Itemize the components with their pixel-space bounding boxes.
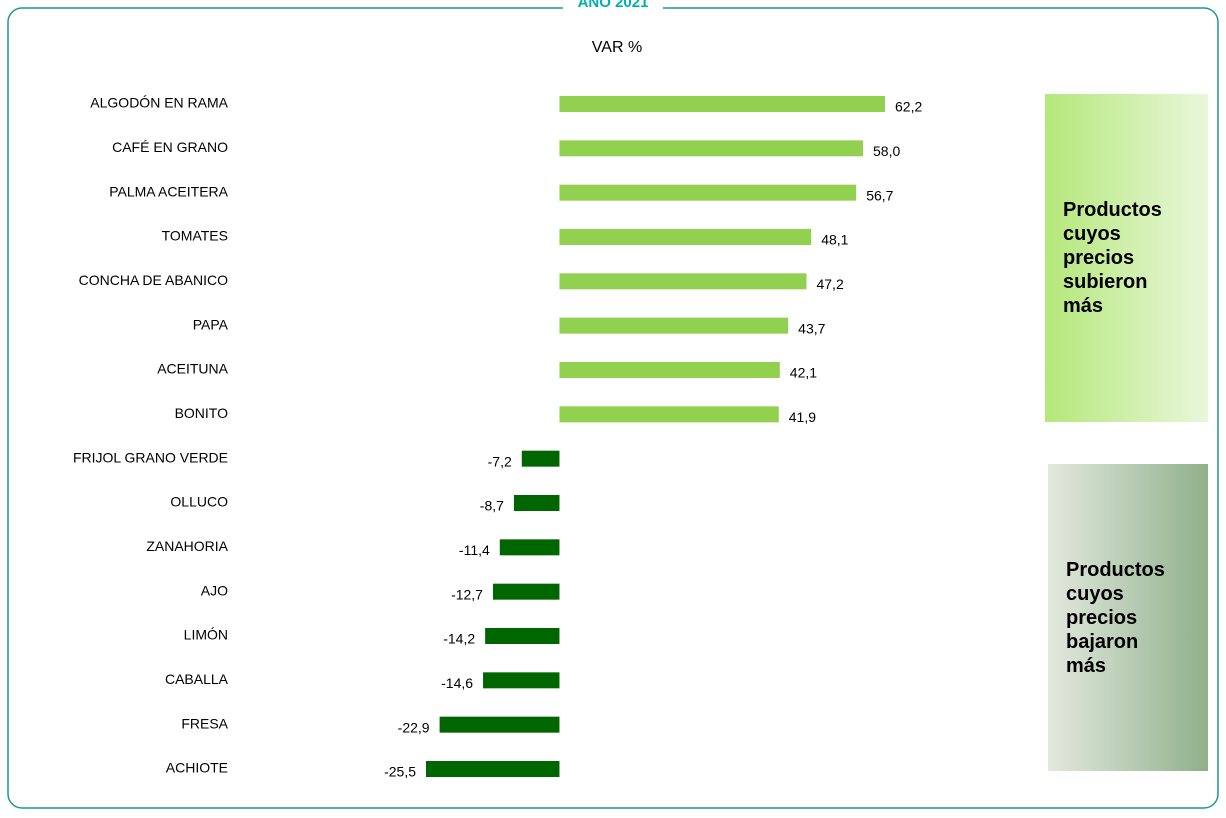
category-label: CAFÉ EN GRANO: [112, 139, 228, 155]
value-label: 58,0: [873, 143, 900, 159]
bar: [559, 140, 864, 157]
value-label: -14,2: [443, 631, 475, 647]
category-label: OLLUCO: [170, 494, 228, 510]
category-label: CONCHA DE ABANICO: [79, 272, 228, 288]
category-label: TOMATES: [162, 228, 228, 244]
category-label: CABALLA: [165, 671, 229, 687]
bar: [559, 273, 807, 290]
bar: [439, 716, 560, 733]
value-label: -22,9: [398, 719, 430, 735]
category-label: ACEITUNA: [157, 361, 228, 377]
value-label: -12,7: [451, 586, 483, 602]
bar: [559, 184, 857, 201]
category-label: PALMA ACEITERA: [109, 183, 228, 199]
value-label: -7,2: [488, 453, 512, 469]
category-label: PAPA: [193, 316, 229, 332]
value-label: 42,1: [790, 365, 817, 381]
bar: [559, 229, 812, 245]
category-label: FRIJOL GRANO VERDE: [73, 449, 228, 465]
bar: [492, 583, 560, 600]
category-label: FRESA: [181, 715, 228, 731]
value-label: 47,2: [816, 276, 843, 292]
bar: [559, 317, 789, 334]
category-label: ACHIOTE: [166, 760, 228, 776]
value-label: 62,2: [895, 99, 922, 115]
category-label: LIMÓN: [184, 627, 228, 643]
value-label: 41,9: [789, 409, 816, 425]
value-label: 43,7: [798, 320, 825, 336]
bar: [559, 96, 885, 112]
value-label: -25,5: [384, 764, 416, 780]
category-label: AJO: [201, 582, 228, 598]
category-label: ALGODÓN EN RAMA: [90, 95, 228, 111]
bar: [499, 539, 560, 556]
chart-title: AÑO 2021: [563, 0, 663, 11]
annotation-box: Productos cuyos precios bajaron más: [1048, 464, 1208, 771]
chart-subtitle: VAR %: [592, 39, 642, 56]
bar: [559, 406, 779, 423]
value-label: -14,6: [441, 675, 473, 691]
annotation: Productos cuyos precios subieron más: [1063, 199, 1162, 317]
category-label: ZANAHORIA: [146, 538, 228, 554]
bar: [485, 628, 560, 644]
value-label: 48,1: [821, 232, 848, 248]
category-label: BONITO: [175, 405, 229, 421]
bar: [513, 495, 560, 511]
value-label: -11,4: [459, 542, 490, 558]
bar: [426, 761, 560, 777]
bar: [559, 362, 780, 378]
value-label: -8,7: [480, 498, 504, 514]
annotation: Productos cuyos precios bajaron más: [1066, 558, 1165, 677]
bar: [483, 672, 560, 689]
value-label: 56,7: [866, 187, 893, 203]
annotation-box: Productos cuyos precios subieron más: [1045, 94, 1208, 422]
bar: [521, 450, 560, 467]
